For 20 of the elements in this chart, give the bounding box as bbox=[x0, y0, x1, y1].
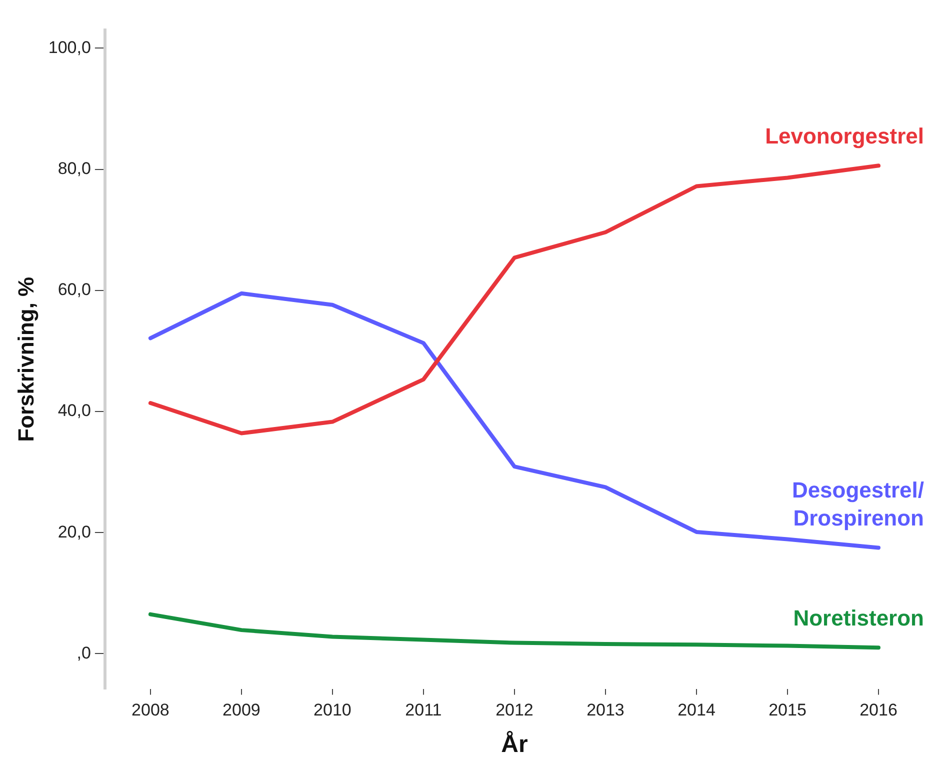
y-tick-label: 60,0 bbox=[58, 280, 91, 300]
y-tick-label: 80,0 bbox=[58, 158, 91, 178]
x-tick-label: 2009 bbox=[222, 700, 260, 720]
x-tick-label: 2011 bbox=[405, 700, 442, 720]
series-label: Levonorgestrel bbox=[765, 124, 924, 149]
y-tick-label: 40,0 bbox=[58, 401, 91, 420]
x-tick-label: 2008 bbox=[132, 700, 170, 720]
series-label: Noretisteron bbox=[793, 606, 924, 631]
x-tick-label: 2010 bbox=[314, 700, 352, 720]
x-axis-title: År bbox=[501, 730, 528, 758]
y-tick-label: 100,0 bbox=[48, 38, 91, 57]
y-tick-label: 20,0 bbox=[58, 522, 91, 542]
x-tick-label: 2014 bbox=[678, 700, 716, 720]
x-tick-label: 2013 bbox=[586, 700, 624, 720]
x-tick-label: 2015 bbox=[768, 700, 806, 720]
y-tick-label: ,0 bbox=[76, 643, 91, 662]
series-label: Desogestrel/ Drospirenon bbox=[792, 478, 924, 531]
y-axis-title: Forskrivning, % bbox=[13, 276, 38, 442]
x-tick-label: 2012 bbox=[496, 700, 534, 720]
x-tick-label: 2016 bbox=[860, 700, 898, 720]
